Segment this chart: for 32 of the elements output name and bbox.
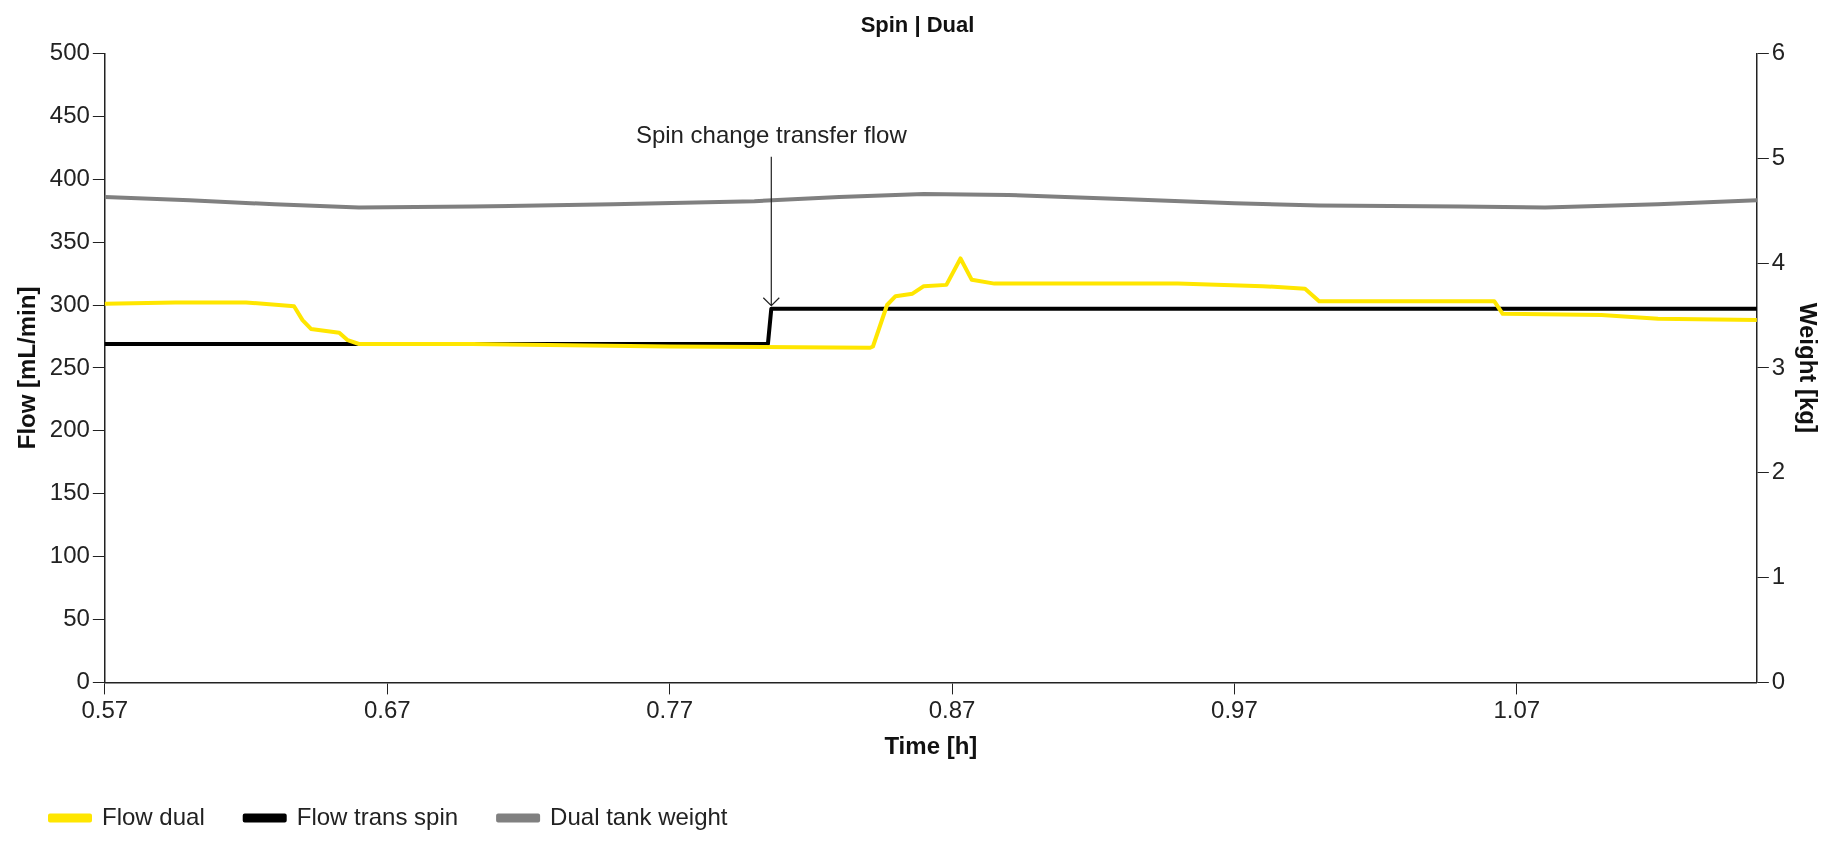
y-tick-label: 150 (49, 478, 90, 506)
y-tick-label: 350 (49, 226, 90, 254)
y2-tick-label: 5 (1771, 142, 1786, 170)
x-tick-label: 0.67 (363, 696, 411, 724)
x-axis-title: Time [h] (884, 732, 978, 760)
y-tick-label: 450 (49, 100, 90, 128)
y-tick-label: 250 (49, 352, 90, 380)
y2-tick-label: 1 (1771, 562, 1786, 590)
annotation: Spin change transfer flow (635, 121, 908, 149)
y2-tick-label: 3 (1771, 352, 1786, 380)
legend-label: Flow dual (102, 802, 205, 830)
legend-label: Dual tank weight (550, 802, 728, 830)
chart-title: Spin | Dual (860, 12, 975, 38)
y2-axis-title: Weight [kg] (1794, 302, 1822, 434)
x-tick-label: 1.07 (1493, 696, 1541, 724)
x-tick-label: 0.97 (1211, 696, 1258, 724)
y-axis-title: Flow [mL/min] (13, 286, 41, 450)
x-tick-label: 0.57 (81, 696, 129, 724)
x-tick-label: 0.87 (928, 696, 976, 724)
y2-tick-label: 2 (1771, 457, 1786, 485)
y-tick-label: 200 (49, 415, 90, 443)
y-tick-label: 100 (49, 541, 90, 569)
y2-tick-label: 6 (1771, 38, 1786, 66)
y-tick-label: 400 (49, 163, 90, 191)
x-tick-label: 0.77 (646, 696, 693, 724)
y-tick-label: 50 (63, 604, 90, 632)
y-tick-label: 300 (49, 289, 90, 317)
y2-tick-label: 4 (1771, 247, 1786, 275)
y-tick-label: 0 (76, 667, 90, 695)
y2-tick-label: 0 (1771, 667, 1786, 695)
legend-label: Flow trans spin (296, 802, 459, 830)
y-tick-label: 500 (49, 38, 90, 66)
